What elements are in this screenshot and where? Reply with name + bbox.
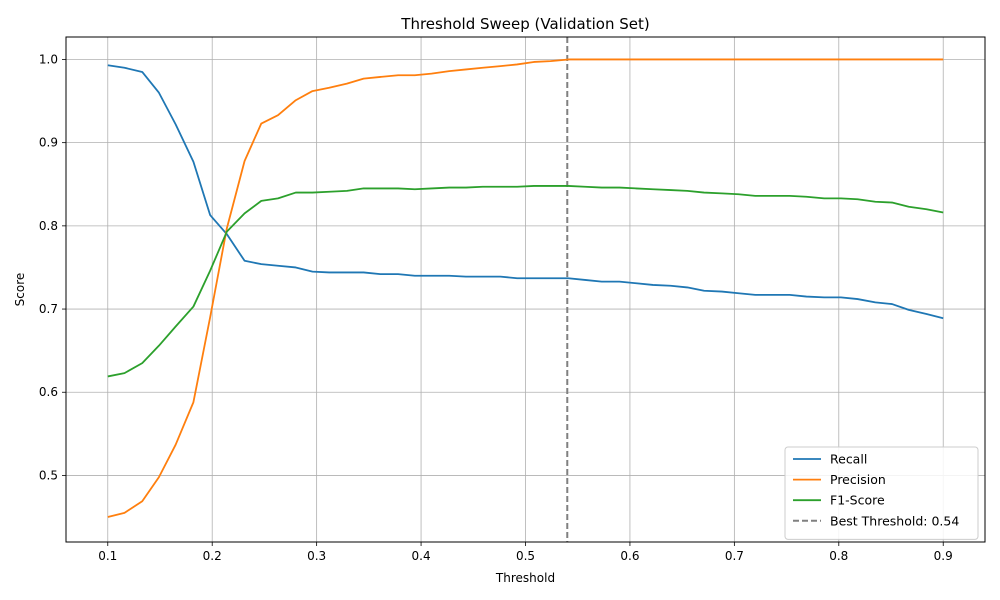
x-tick-label: 0.9 <box>934 549 953 563</box>
chart-title: Threshold Sweep (Validation Set) <box>400 15 649 33</box>
x-tick-label: 0.6 <box>620 549 639 563</box>
y-tick-label: 0.9 <box>39 136 58 150</box>
legend-label: F1-Score <box>830 493 885 508</box>
x-tick-label: 0.5 <box>516 549 535 563</box>
y-axis-title: Score <box>13 273 27 307</box>
legend-label: Precision <box>830 472 886 487</box>
x-axis-title: Threshold <box>495 571 555 585</box>
x-tick-label: 0.7 <box>725 549 744 563</box>
legend-box <box>784 446 979 540</box>
legend-label: Recall <box>830 452 867 467</box>
x-tick-label: 0.4 <box>412 549 431 563</box>
legend-label: Best Threshold: 0.54 <box>830 513 959 528</box>
y-tick-label: 0.8 <box>39 219 58 233</box>
series-line-precision <box>107 58 944 518</box>
legend: Recall Precision F1-Score Best Threshold: 0… <box>784 446 979 540</box>
y-tick-label: 0.6 <box>39 385 58 399</box>
legend-items: Recall Precision F1-Score Best Threshold: 0… <box>793 452 959 528</box>
x-tick-label: 0.8 <box>829 549 848 563</box>
x-tick-label: 0.2 <box>203 549 222 563</box>
y-tick-label: 0.7 <box>39 302 58 316</box>
x-tick-label: 0.3 <box>307 549 326 563</box>
y-tick-label: 0.5 <box>39 468 58 482</box>
x-tick-label: 0.1 <box>98 549 117 563</box>
series-line-f1-score <box>107 185 944 378</box>
y-tick-label: 1.0 <box>39 52 58 66</box>
x-axis-ticks: 0.1 0.2 0.3 0.4 0.5 0.6 0.7 0.8 0.9 <box>98 542 953 563</box>
y-axis-ticks: 0.5 0.6 0.7 0.8 0.9 1.0 <box>39 52 66 482</box>
series-layer <box>107 58 944 518</box>
series-line-recall <box>107 64 944 320</box>
